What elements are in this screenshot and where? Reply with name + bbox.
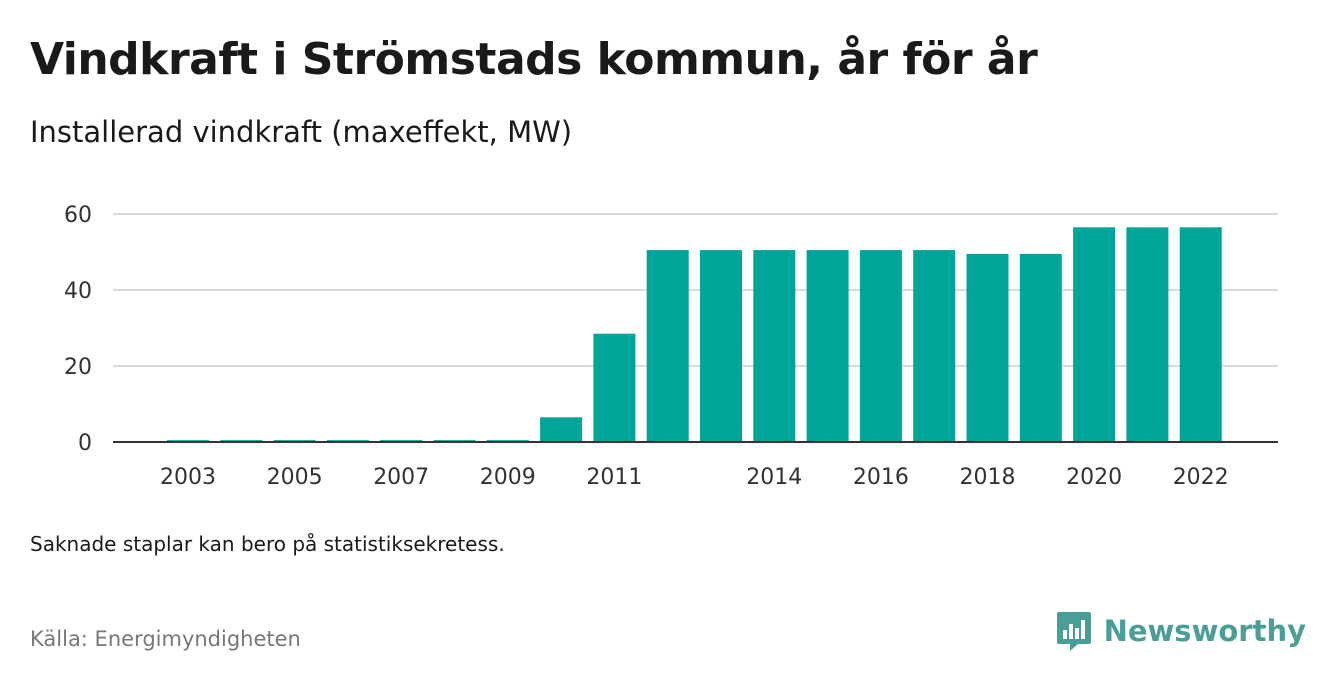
bars xyxy=(167,227,1222,442)
bar-2016[interactable] xyxy=(859,250,902,442)
footnote: Saknade staplar kan bero på statistiksek… xyxy=(30,532,505,556)
bar-chart: 0 20 40 60 2003 2005 2007 2009 2011 2014 2016 2018 2… xyxy=(64,203,1278,490)
chart-title: Vindkraft i Strömstads kommun, år för år xyxy=(30,34,1038,85)
x-tick-label: 2022 xyxy=(1173,465,1229,490)
bar-2018[interactable] xyxy=(966,253,1009,442)
source-label: Källa: Energimyndigheten xyxy=(30,627,301,651)
bar-2014[interactable] xyxy=(753,250,796,442)
chart-subtitle: Installerad vindkraft (maxeffekt, MW) xyxy=(30,115,573,149)
bar-2015[interactable] xyxy=(806,250,849,442)
bar-2010[interactable] xyxy=(540,417,583,442)
bar-2012[interactable] xyxy=(646,250,689,442)
x-tick-label: 2016 xyxy=(853,465,909,490)
x-tick-label: 2014 xyxy=(746,465,802,490)
x-tick-label: 2018 xyxy=(960,465,1016,490)
x-tick-label: 2011 xyxy=(586,465,642,490)
brand-logo[interactable]: Newsworthy xyxy=(1056,610,1306,652)
newsworthy-logo-icon xyxy=(1056,612,1091,651)
y-tick-label: 20 xyxy=(64,355,92,380)
bar-2013[interactable] xyxy=(700,250,742,442)
x-tick-label: 2005 xyxy=(267,465,323,490)
y-tick-label: 60 xyxy=(64,203,92,228)
y-tick-label: 40 xyxy=(64,279,92,304)
axes: 0 20 40 60 2003 2005 2007 2009 2011 2014 2016 2018 2… xyxy=(64,203,1278,490)
bar-2017[interactable] xyxy=(913,250,956,442)
y-tick-label: 0 xyxy=(78,431,92,456)
x-tick-label: 2003 xyxy=(160,465,216,490)
brand-name: Newsworthy xyxy=(1103,614,1306,648)
bar-2019[interactable] xyxy=(1019,253,1062,442)
bar-2020[interactable] xyxy=(1073,227,1116,442)
bar-2022[interactable] xyxy=(1179,227,1222,442)
x-tick-label: 2020 xyxy=(1066,465,1122,490)
x-tick-label: 2007 xyxy=(373,465,429,490)
x-tick-label: 2009 xyxy=(480,465,536,490)
bar-2021[interactable] xyxy=(1126,227,1169,442)
bar-2011[interactable] xyxy=(593,333,636,442)
